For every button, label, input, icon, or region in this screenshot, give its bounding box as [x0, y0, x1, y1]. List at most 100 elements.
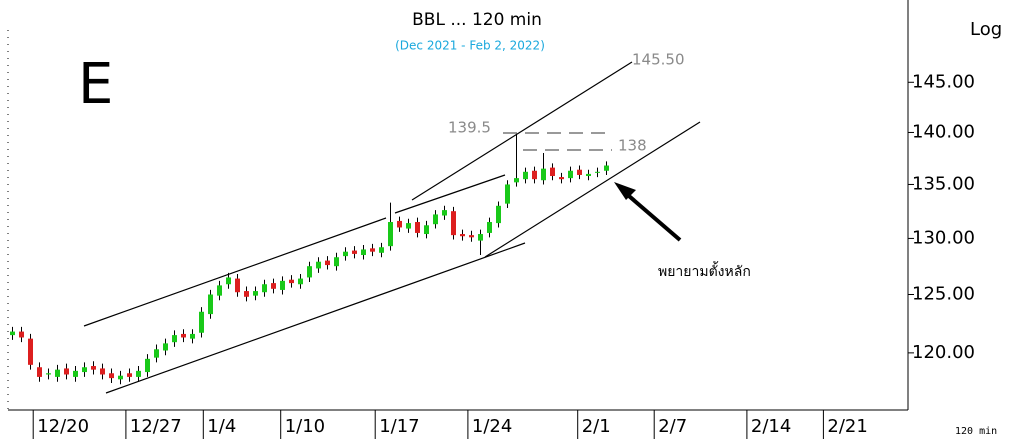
candle-body	[388, 222, 393, 247]
candle-body	[334, 257, 339, 267]
candle-body	[496, 205, 501, 224]
candle-body	[217, 285, 222, 296]
candle-body	[289, 279, 294, 284]
candle-body	[10, 331, 15, 336]
y-tick-label: 125.00	[912, 284, 975, 305]
candle-body	[298, 278, 303, 285]
x-tick-label: 2/21	[827, 416, 867, 437]
scale-label: Log	[970, 19, 1002, 40]
candle-body	[397, 220, 402, 228]
candle-body	[172, 335, 177, 343]
chart-subtitle: (Dec 2021 - Feb 2, 2022)	[395, 39, 545, 53]
candle-body	[280, 280, 285, 290]
candle-body	[568, 170, 573, 179]
candle-body	[208, 294, 213, 315]
candle-body	[469, 235, 474, 238]
y-tick-label: 145.00	[912, 71, 975, 92]
candle-body	[352, 250, 357, 254]
candle-body	[163, 343, 168, 351]
candle-body	[604, 165, 609, 171]
trend-line	[394, 174, 506, 214]
candle-body	[253, 291, 258, 296]
candle-body	[118, 375, 123, 380]
candle-body	[199, 311, 204, 333]
candle-body	[460, 234, 465, 237]
y-tick-label: 130.00	[912, 227, 975, 248]
y-tick-label: 135.00	[912, 173, 975, 194]
x-tick-label: 2/1	[582, 416, 611, 437]
annotation: พยายามตั้งหลัก	[658, 261, 751, 280]
candle-body	[244, 291, 249, 297]
candle-body	[586, 173, 591, 177]
arrow	[614, 182, 682, 242]
annotation: 139.5	[448, 119, 491, 137]
candle-body	[73, 370, 78, 377]
candle-body	[127, 373, 132, 377]
candle-body	[550, 167, 555, 177]
candle-body	[145, 358, 150, 373]
trend-line	[83, 217, 387, 327]
candle-body	[370, 248, 375, 252]
candle-body	[181, 333, 186, 338]
candle-body	[100, 368, 105, 375]
letter: E	[78, 52, 113, 117]
arrow-shaft	[620, 188, 682, 242]
trend-line	[411, 61, 633, 201]
y-tick-label: 120.00	[912, 342, 975, 363]
candle-body	[64, 368, 69, 375]
candle-body	[37, 367, 42, 377]
interval-label: 120 min	[955, 426, 997, 437]
candle-body	[46, 373, 51, 375]
candle-body	[262, 284, 267, 293]
candle-body	[109, 373, 114, 379]
annotation: 138	[618, 137, 647, 155]
candle-body	[82, 367, 87, 373]
trend-line	[105, 242, 526, 394]
x-tick-label: 12/27	[130, 416, 182, 437]
candle-body	[478, 234, 483, 241]
candle-body	[379, 247, 384, 253]
chart-title: BBL ... 120 min	[412, 10, 542, 30]
arrow-head	[614, 182, 636, 200]
trend-line	[484, 121, 701, 258]
candle-body	[154, 349, 159, 358]
candle-body	[406, 223, 411, 229]
candle-body	[532, 170, 537, 180]
annotation: 145.50	[632, 51, 685, 69]
candle-body	[577, 169, 582, 175]
candle-body	[136, 370, 141, 377]
candle-body	[343, 251, 348, 257]
candle-body	[487, 222, 492, 233]
candle-body	[523, 171, 528, 180]
candle-body	[307, 266, 312, 278]
x-tick-label: 1/4	[207, 416, 236, 437]
candle-body	[541, 168, 546, 181]
candle-body	[19, 331, 24, 338]
candle-body	[55, 369, 60, 377]
x-tick-label: 2/7	[658, 416, 687, 437]
trend-lines	[83, 61, 701, 394]
x-tick-label: 12/20	[37, 416, 89, 437]
candle-body	[190, 333, 195, 339]
candle-body	[415, 222, 420, 233]
candle-body	[91, 366, 96, 370]
candle-body	[451, 211, 456, 236]
candle-body	[595, 171, 600, 173]
candle-body	[325, 260, 330, 266]
candle-body	[505, 184, 510, 204]
candle-body	[316, 261, 321, 269]
x-tick-label: 1/24	[472, 416, 512, 437]
candle-body	[559, 177, 564, 180]
x-tick-label: 1/10	[285, 416, 325, 437]
candle-body	[433, 214, 438, 225]
candle-body	[28, 338, 33, 365]
candle-body	[361, 249, 366, 256]
x-tick-label: 2/14	[751, 416, 791, 437]
candle-body	[235, 278, 240, 293]
level-lines	[503, 132, 612, 151]
candle-body	[442, 210, 447, 216]
candle-body	[514, 178, 519, 183]
candle-body	[424, 225, 429, 235]
